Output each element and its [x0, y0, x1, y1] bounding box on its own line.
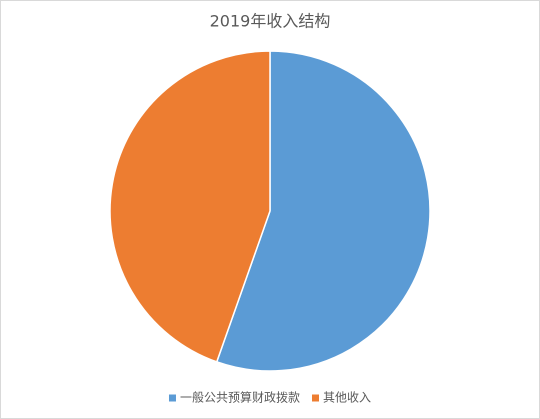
legend-label: 其他收入	[323, 391, 371, 405]
chart-title: 2019年收入结构	[210, 12, 331, 31]
legend-swatch	[312, 394, 319, 402]
legend-label: 一般公共预算财政拨款	[180, 390, 300, 405]
pie-slice	[109, 50, 271, 363]
legend-swatch	[168, 394, 176, 402]
